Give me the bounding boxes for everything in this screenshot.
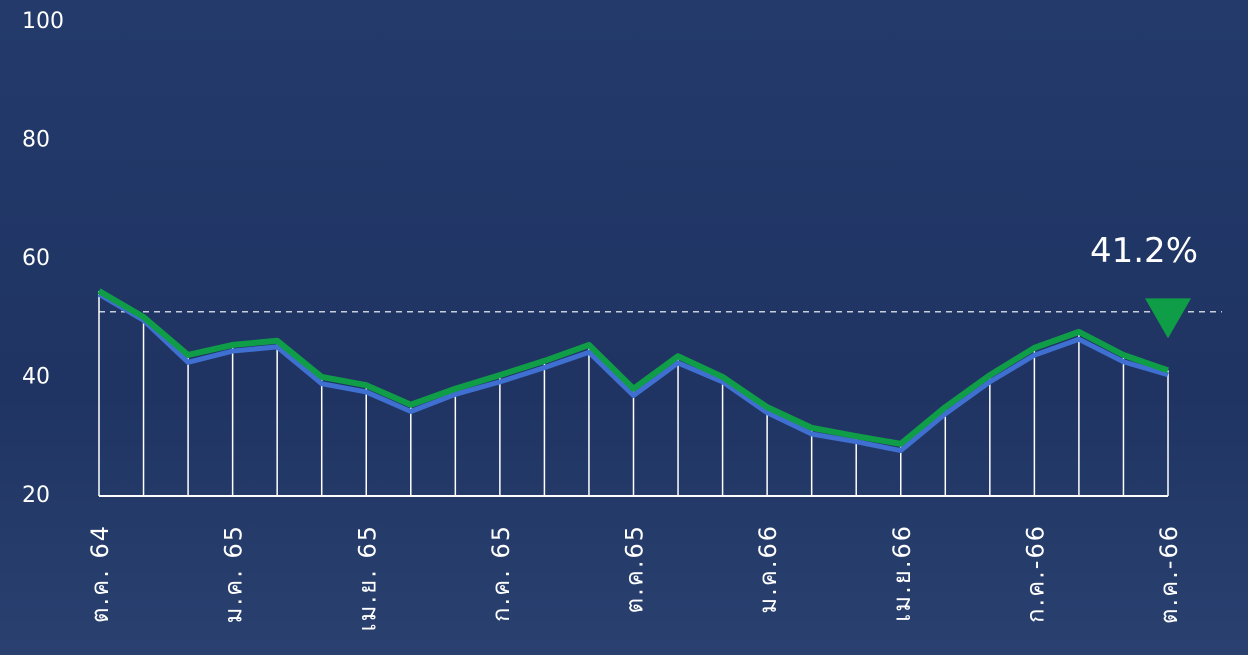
x-tick-label: ก.ค. 65 bbox=[487, 524, 515, 622]
x-tick-label: เม.ย. 65 bbox=[353, 524, 381, 632]
value-label: 41.2% bbox=[1090, 231, 1198, 271]
x-tick-label: ก.ค.-66 bbox=[1021, 524, 1049, 623]
x-tick-label: ม.ค. 65 bbox=[220, 524, 248, 623]
x-tick-label: ต.ค.65 bbox=[621, 524, 649, 613]
x-tick-label: เม.ย.66 bbox=[888, 524, 916, 622]
x-tick-label: ม.ค.66 bbox=[754, 524, 782, 614]
series-line bbox=[97, 288, 1169, 447]
y-tick-label: 40 bbox=[22, 365, 50, 390]
y-tick-label: 80 bbox=[22, 128, 50, 153]
y-tick-label: 60 bbox=[22, 246, 50, 271]
series-line bbox=[97, 292, 1169, 454]
x-tick-label: ต.ค. 64 bbox=[86, 524, 114, 623]
y-tick-label: 20 bbox=[22, 483, 50, 508]
x-tick-label: ต.ค.-66 bbox=[1155, 524, 1183, 624]
y-tick-label: 100 bbox=[22, 9, 64, 34]
down-marker bbox=[1145, 298, 1191, 339]
